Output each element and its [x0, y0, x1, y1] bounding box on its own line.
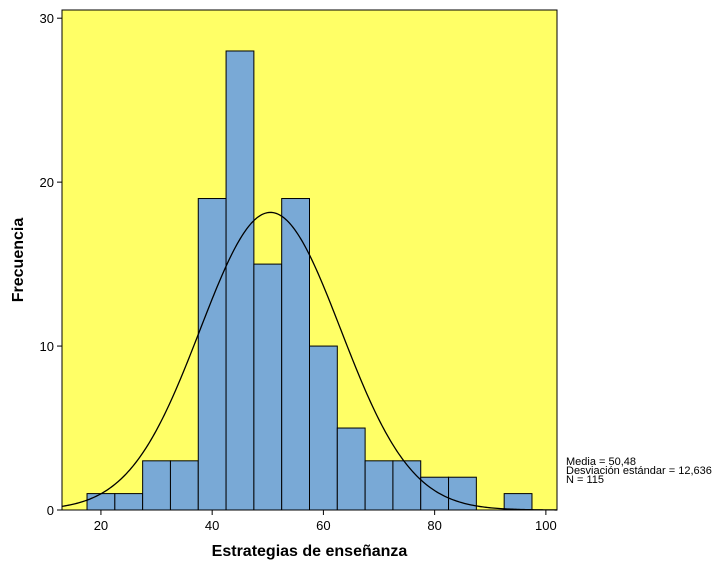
y-tick-label: 0: [47, 503, 54, 518]
histogram-bar: [253, 263, 283, 511]
histogram-bar: [225, 50, 255, 511]
y-axis: 0 10 20 30: [40, 11, 62, 518]
histogram-bar: [114, 493, 144, 511]
stat-mean: Media = 50,48: [566, 456, 636, 468]
histogram-bar: [336, 427, 366, 511]
y-axis-title: Frecuencia: [10, 218, 27, 303]
histogram-bar: [142, 460, 171, 511]
histogram-bar: [503, 493, 533, 511]
plot-border: [61, 9, 558, 511]
x-tick-label: 20: [94, 518, 108, 533]
histogram-bar: [392, 460, 422, 511]
histogram-bar: [169, 460, 199, 511]
x-tick-label: 100: [535, 518, 557, 533]
histogram-bar: [420, 476, 450, 511]
stats-legend: Media = 50,48 Desviación estándar = 12,6…: [566, 456, 712, 486]
histogram-bar: [281, 198, 310, 511]
histogram-bar: [309, 345, 338, 511]
y-tick-label: 20: [40, 175, 54, 190]
x-tick-label: 40: [205, 518, 219, 533]
x-axis: 20 40 60 80 100: [94, 510, 557, 533]
y-tick-label: 30: [40, 11, 54, 26]
bars-group: [86, 50, 533, 511]
histogram-bar: [86, 493, 116, 511]
stat-std-dev: Desviación estándar = 12,636: [566, 465, 712, 477]
y-tick-label: 10: [40, 339, 54, 354]
x-tick-label: 60: [316, 518, 330, 533]
x-tick-label: 80: [427, 518, 441, 533]
histogram-bar: [364, 460, 394, 511]
normal-curve: [61, 211, 558, 511]
x-axis-title: Estrategias de enseñanza: [212, 543, 408, 560]
histogram-bar: [197, 198, 227, 511]
stat-n: N = 115: [566, 474, 604, 486]
